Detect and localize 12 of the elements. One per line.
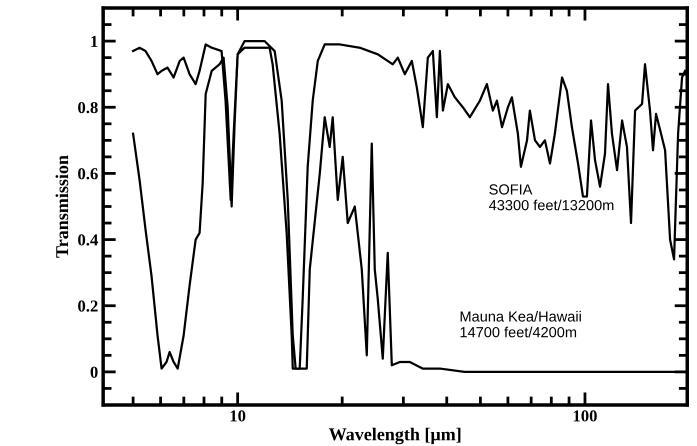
- y-tick-label: 0.2: [78, 300, 98, 312]
- x-axis-title: Wavelength [μm]: [328, 428, 460, 444]
- y-axis-title: Transmission: [56, 155, 68, 258]
- y-tick-label: 0.6: [78, 168, 98, 180]
- x-tick-label: 100: [574, 410, 597, 422]
- x-tick-label: 10: [230, 410, 246, 422]
- y-tick-label: 0.4: [78, 234, 98, 246]
- text: Mauna Kea/Hawaii 14700 feet/4200m: [460, 310, 581, 338]
- series-label: SOFIA 43300 feet/13200m: [488, 184, 614, 210]
- y-tick-label: 1: [91, 36, 98, 47]
- y-tick-label: 0.8: [78, 102, 98, 114]
- y-tick-label: 0: [90, 366, 98, 378]
